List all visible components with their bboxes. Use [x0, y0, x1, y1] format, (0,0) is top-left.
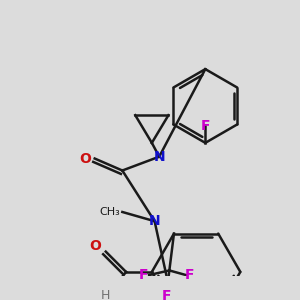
Text: F: F: [139, 268, 148, 282]
Text: F: F: [200, 119, 210, 133]
Text: CH₃: CH₃: [99, 207, 120, 217]
Text: F: F: [162, 289, 171, 300]
Text: H: H: [101, 290, 110, 300]
Text: N: N: [149, 214, 161, 228]
Text: F: F: [185, 268, 194, 282]
Text: N: N: [153, 150, 165, 164]
Text: O: O: [89, 239, 100, 253]
Text: O: O: [80, 152, 92, 166]
